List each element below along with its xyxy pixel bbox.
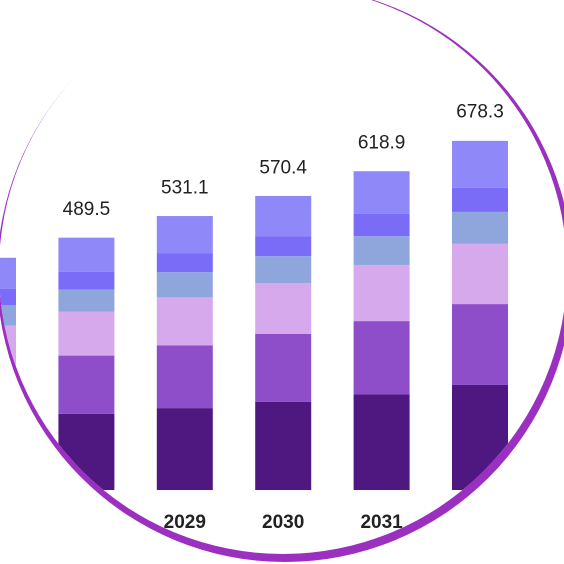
bar-segment (353, 171, 410, 214)
bar-segment (156, 253, 213, 273)
bar-segment (58, 289, 115, 312)
total-label: 618.9 (358, 132, 406, 153)
total-label: 489.5 (63, 199, 111, 220)
bar-segment (353, 394, 410, 490)
bar-segment (452, 304, 508, 385)
bar-segment (353, 236, 410, 265)
bar-segment (255, 236, 312, 257)
bar-segment (156, 216, 213, 254)
x-tick-label: 2030 (262, 512, 304, 533)
bar-segment (0, 419, 16, 490)
bar-segment (156, 272, 213, 298)
bar-segment (452, 187, 508, 212)
bar-segment (0, 305, 16, 326)
total-label: 531.1 (161, 178, 209, 199)
bar-segment (255, 195, 312, 237)
x-tick-label: 2031 (360, 512, 403, 533)
bar-segment (255, 401, 312, 490)
bar-segment (58, 311, 115, 356)
bar-segment (255, 333, 312, 402)
bar-segment (452, 140, 508, 188)
bar-segment (255, 256, 312, 283)
bar-segment (353, 321, 410, 395)
bar-segment (58, 237, 115, 272)
bar-segment (156, 297, 213, 346)
total-label: 678.3 (456, 102, 504, 123)
total-label: 570.4 (259, 157, 307, 178)
bar-segment (156, 408, 213, 490)
bar-segment (353, 264, 410, 322)
x-tick-label: 2029 (164, 512, 206, 533)
bar-segment (255, 282, 312, 334)
bar-segment (0, 288, 16, 306)
bar-segment (0, 257, 16, 289)
bar-segment (353, 213, 410, 237)
bar-segment (0, 365, 16, 420)
bar-segment (452, 211, 508, 244)
bar-segment (156, 345, 213, 409)
bar-segment (452, 384, 508, 490)
bar-segment (452, 243, 508, 305)
bar-segment (58, 271, 115, 290)
bar-segment (58, 355, 115, 414)
